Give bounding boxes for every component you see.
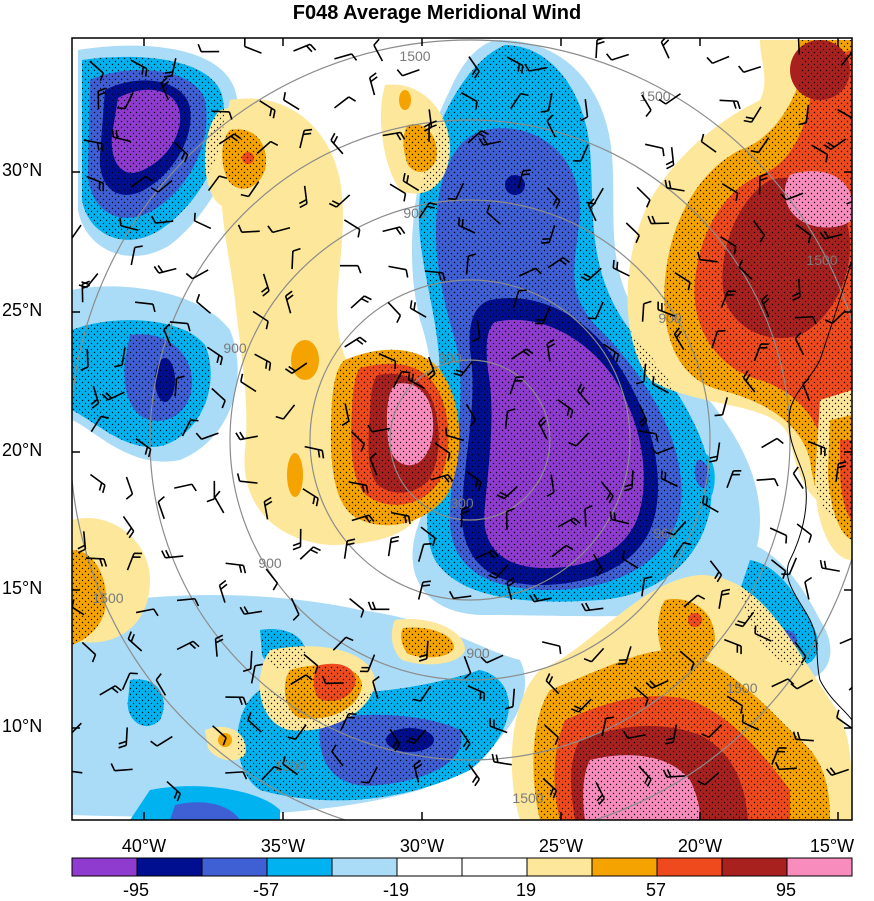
ring-label: 900 [223,340,247,356]
lat-label-10n: 10°N [2,716,42,737]
colorbar-swatch [787,858,852,876]
colorbar-swatch [202,858,267,876]
colorbar-label-19: 19 [496,880,556,901]
colorbar-label-neg57: -57 [236,880,296,901]
lat-label-20n: 20°N [2,440,42,461]
colorbar-swatch [462,858,527,876]
wind-barb [850,433,872,442]
colorbar-label-95: 95 [756,880,816,901]
colorbar-swatch [72,858,137,876]
wind-barb [853,378,866,396]
lon-label-35w: 35°W [243,836,323,857]
colorbar-swatch [527,858,592,876]
lon-label-30w: 30°W [382,836,462,857]
lon-label-20w: 20°W [660,836,740,857]
colorbar [72,858,852,876]
lon-label-15w: 15°W [792,836,872,857]
ring-label: 1500 [639,88,670,104]
ring-label: 1500 [512,790,543,806]
colorbar-label-neg19: -19 [366,880,426,901]
lat-label-15n: 15°N [2,578,42,599]
ring-label: 900 [653,525,677,541]
ring-label: 1500 [726,680,757,696]
colorbar-label-57: 57 [626,880,686,901]
colorbar-swatch [592,858,657,876]
lon-label-25w: 25°W [521,836,601,857]
ring-label: 1500 [274,758,305,774]
ring-label: 900 [258,555,282,571]
colorbar-swatch [137,858,202,876]
ring-label: 900 [466,645,490,661]
ring-label: 900 [658,310,682,326]
colorbar-label-neg95: -95 [106,880,166,901]
wind-barb [852,510,874,517]
colorbar-swatch [267,858,332,876]
ring-label: 300 [438,350,462,366]
colorbar-swatch [397,858,462,876]
ring-label: 1500 [92,590,123,606]
colorbar-swatch [332,858,397,876]
lon-label-40w: 40°W [104,836,184,857]
ring-label: 1500 [399,48,430,64]
colorbar-swatch [657,858,722,876]
colorbar-swatch [722,858,787,876]
ring-label: 1500 [806,252,837,268]
wind-barb [852,611,871,623]
lat-label-30n: 30°N [2,160,42,181]
lat-label-25n: 25°N [2,300,42,321]
